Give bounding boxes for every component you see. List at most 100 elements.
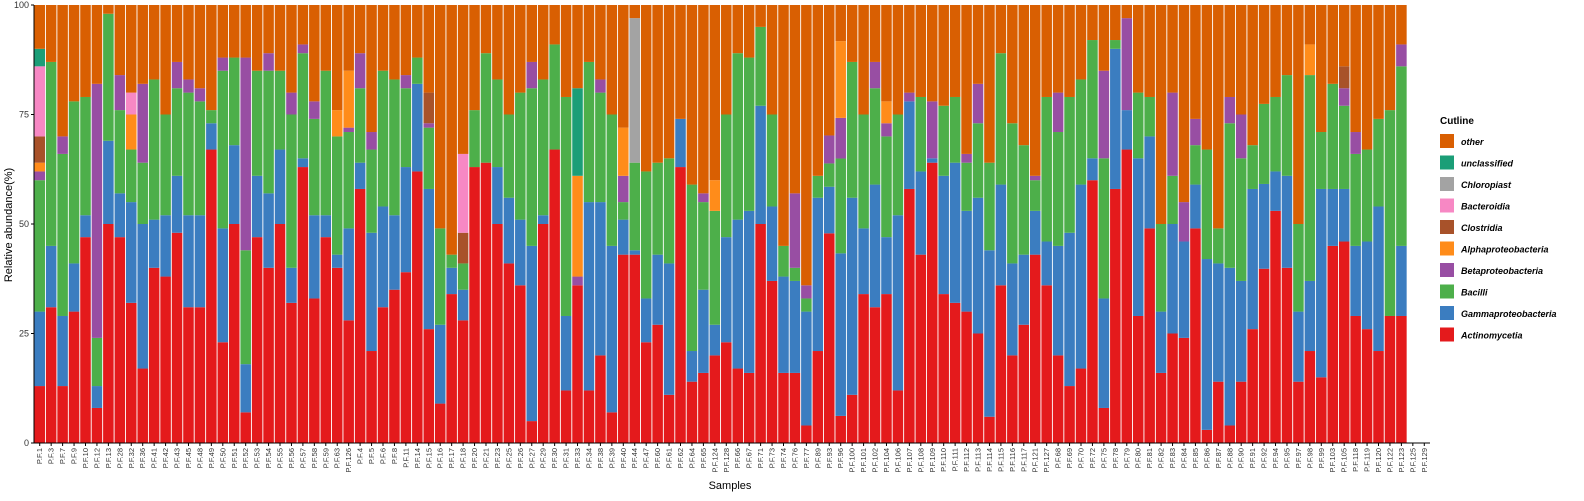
x-tick-label: P.F.4 [356, 448, 365, 464]
bar-segment [263, 53, 274, 71]
bar-segment [606, 5, 618, 115]
x-tick-label: P.F.110 [939, 448, 948, 472]
bar-segment [206, 123, 217, 150]
bar-segment [354, 88, 366, 163]
bar-segment [869, 307, 881, 443]
x-tick-label: P.F.25 [504, 448, 513, 468]
x-tick-label: P.F.106 [893, 448, 902, 472]
bar-segment [1235, 114, 1247, 159]
bar-segment [183, 307, 194, 443]
x-tick-label: P.F.3 [47, 448, 56, 464]
bar-segment [389, 5, 400, 80]
bar-segment [926, 158, 938, 163]
bar-segment [274, 70, 286, 150]
bar-segment [148, 79, 160, 220]
y-tick-label: 75 [19, 110, 29, 120]
bar-segment [389, 215, 400, 290]
bar-segment [68, 263, 80, 312]
bar-segment [789, 372, 801, 443]
bar-segment [320, 237, 332, 443]
bar-segment [492, 224, 503, 443]
bar-segment [1338, 188, 1350, 242]
bar-segment [45, 61, 57, 246]
bar-segment [1075, 5, 1087, 80]
bar-segment [492, 79, 503, 168]
bar-segment [892, 5, 904, 115]
legend-label: Gammaproteobacteria [1461, 309, 1557, 319]
bar-segment [640, 5, 652, 172]
legend-swatch [1440, 284, 1454, 299]
bar-segment [1281, 5, 1293, 76]
x-tick-label: P.F.90 [1237, 448, 1246, 468]
x-tick-label: P.F.95 [1282, 448, 1291, 468]
x-tick-label: P.F.6 [379, 448, 388, 464]
x-tick-label: P.F.51 [230, 448, 239, 468]
bar-segment [240, 250, 251, 365]
bar-segment [1087, 180, 1098, 443]
bar-segment [1361, 149, 1373, 242]
bar-segment [1167, 333, 1178, 443]
bar-segment [846, 61, 858, 198]
x-tick-label: P.F.28 [115, 448, 124, 468]
bar-segment [1007, 5, 1018, 124]
bar-segment [1052, 92, 1064, 133]
bar-segment [1167, 5, 1178, 93]
bar-segment [1338, 66, 1350, 89]
x-tick-label: P.F.75 [1099, 448, 1108, 468]
bar-segment [457, 153, 469, 233]
bar-segment [743, 57, 755, 211]
bar-segment [1121, 110, 1133, 150]
bar-segment [1304, 280, 1316, 352]
bar-segment [91, 5, 103, 84]
bar-segment [595, 202, 606, 356]
bar-segment [309, 215, 320, 299]
bar-segment [206, 5, 217, 111]
bar-segment [1304, 44, 1316, 76]
y-tick-label: 50 [19, 219, 29, 229]
legend-label: Betaproteobacteria [1461, 266, 1543, 276]
bar-segment [171, 61, 183, 89]
x-tick-label: P.F.82 [1157, 448, 1166, 468]
x-tick-label: P.F.78 [1111, 448, 1120, 468]
legend-swatch [1440, 134, 1454, 148]
bar-segment [1087, 40, 1098, 159]
bar-segment [675, 167, 686, 443]
bar-segment [892, 390, 904, 443]
bar-segment [34, 66, 45, 137]
bar-segment [377, 307, 389, 443]
bar-segment [1098, 298, 1110, 408]
x-tick-label: P.F.114 [985, 448, 994, 472]
bar-segment [1304, 5, 1316, 45]
bar-segment [206, 149, 217, 444]
bar-segment [480, 162, 492, 443]
legend-swatch [1440, 327, 1454, 342]
bar-segment [549, 149, 560, 444]
bar-segment [972, 83, 984, 124]
bar-segment [240, 412, 251, 443]
bar-segment [286, 114, 297, 268]
bar-segment [938, 105, 949, 176]
bar-segment [1327, 245, 1338, 443]
x-tick-label: P.F.87 [1214, 448, 1223, 468]
bar-segment [766, 206, 778, 281]
bar-segment [80, 96, 91, 216]
bar-segment [1064, 5, 1075, 97]
bar-segment [1327, 188, 1338, 246]
bar-segment [320, 215, 332, 238]
bar-segment [171, 232, 183, 443]
x-tick-label: P.F.107 [905, 448, 914, 472]
bar-segment [1018, 254, 1030, 325]
bar-segment [331, 254, 343, 268]
bar-segment [423, 123, 435, 128]
bar-segment [434, 5, 446, 229]
bar-segment [1110, 48, 1121, 189]
bar-segment [858, 5, 869, 115]
bar-segment [949, 96, 961, 163]
x-tick-label: P.F.113 [974, 448, 983, 472]
bar-segment [160, 5, 171, 115]
bar-segment [1075, 368, 1087, 443]
bar-segment [938, 175, 949, 295]
bar-segment [709, 210, 721, 325]
bar-segment [560, 390, 572, 443]
